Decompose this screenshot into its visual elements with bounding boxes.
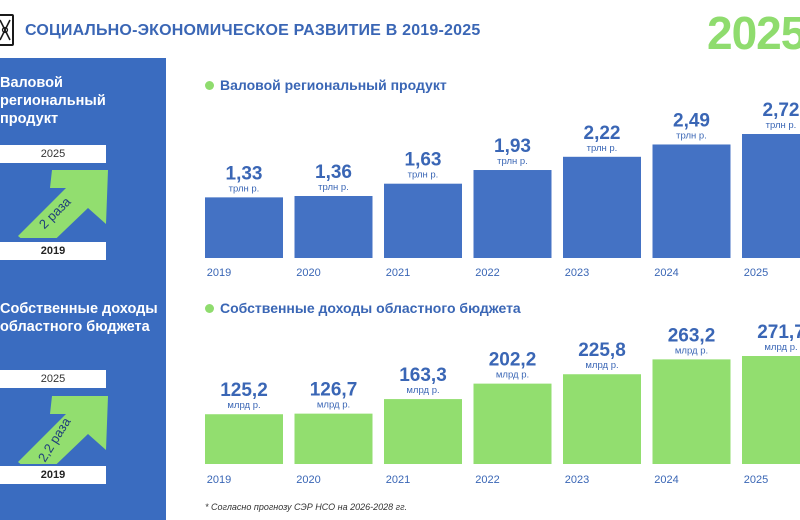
unit-label: млрд р. [496, 370, 529, 381]
x-tick-label: 2020 [296, 267, 320, 279]
section-bullet-icon [205, 304, 214, 313]
x-tick-label: 2019 [207, 474, 231, 486]
bar [205, 414, 283, 464]
data-label: 125,2 [220, 380, 268, 401]
unit-label: трлн р. [229, 183, 260, 194]
x-tick-label: 2022 [475, 474, 499, 486]
x-tick-label: 2025 [744, 474, 768, 486]
section-bullet-icon [205, 81, 214, 90]
bar [742, 356, 800, 464]
data-label: 1,63 [405, 150, 442, 171]
sidebar: Валовой региональный продукт 2025 2 раза… [0, 58, 166, 520]
bar [384, 183, 462, 258]
unit-label: млрд р. [764, 342, 797, 353]
coat-of-arms-icon [0, 14, 14, 46]
data-label: 263,2 [668, 325, 716, 346]
bar [563, 156, 641, 258]
page-title: СОЦИАЛЬНО-ЭКОНОМИЧЕСКОЕ РАЗВИТИЕ В 2019-… [25, 22, 481, 39]
x-tick-label: 2021 [386, 474, 410, 486]
chart-title-income: Собственные доходы областного бюджета [220, 300, 521, 316]
unit-label: трлн р. [497, 156, 528, 167]
bar [652, 144, 731, 258]
data-label: 225,8 [578, 340, 626, 361]
data-label: 2,72 [763, 100, 800, 121]
unit-label: трлн р. [318, 182, 349, 193]
sidebar-block-title: Валовой региональный продукт [0, 75, 106, 127]
year-bottom-box: 2019 [0, 242, 106, 260]
chart-title-grp: Валовой региональный продукт [220, 77, 447, 93]
x-tick-label: 2024 [654, 474, 678, 486]
x-tick-label: 2022 [475, 267, 499, 279]
data-label: 202,2 [489, 350, 537, 371]
unit-label: трлн р. [408, 170, 439, 181]
x-tick-label: 2025 [744, 267, 768, 279]
year-top-box: 2025 [0, 145, 106, 163]
footnote: * Согласно прогнозу СЭР НСО на 2026-2028… [205, 502, 408, 512]
bar [473, 383, 552, 464]
big-year-label: 2025 [707, 7, 800, 59]
unit-label: трлн р. [587, 143, 618, 154]
x-tick-label: 2023 [565, 474, 589, 486]
bar [742, 134, 800, 258]
sidebar-block-title: Собственные доходы областного бюджета [0, 301, 158, 335]
x-tick-label: 2020 [296, 474, 320, 486]
x-tick-label: 2019 [207, 267, 231, 279]
bar [563, 374, 641, 464]
x-tick-label: 2023 [565, 267, 589, 279]
bar [473, 170, 552, 258]
data-label: 1,93 [494, 136, 531, 157]
bar [384, 399, 462, 464]
year-bottom-box: 2019 [0, 466, 106, 484]
data-label: 126,7 [310, 380, 358, 401]
data-label: 1,33 [226, 163, 263, 184]
bar [652, 359, 731, 464]
unit-label: трлн р. [676, 130, 707, 141]
data-label: 271,7 [757, 322, 800, 343]
data-label: 1,36 [315, 162, 352, 183]
unit-label: млрд р. [227, 400, 260, 411]
unit-label: млрд р. [675, 345, 708, 356]
unit-label: трлн р. [766, 120, 797, 131]
growth-arrow-icon: 2,2 раза [18, 396, 108, 464]
unit-label: млрд р. [406, 385, 439, 396]
x-tick-label: 2024 [654, 267, 678, 279]
data-label: 2,49 [673, 110, 710, 131]
unit-label: млрд р. [585, 360, 618, 371]
data-label: 2,22 [584, 123, 621, 144]
bar [205, 197, 283, 258]
unit-label: млрд р. [317, 400, 350, 411]
data-label: 163,3 [399, 365, 447, 386]
bar [294, 413, 373, 464]
year-top-box: 2025 [0, 370, 106, 388]
x-tick-label: 2021 [386, 267, 410, 279]
growth-arrow-icon: 2 раза [18, 170, 108, 238]
bar [294, 196, 373, 258]
